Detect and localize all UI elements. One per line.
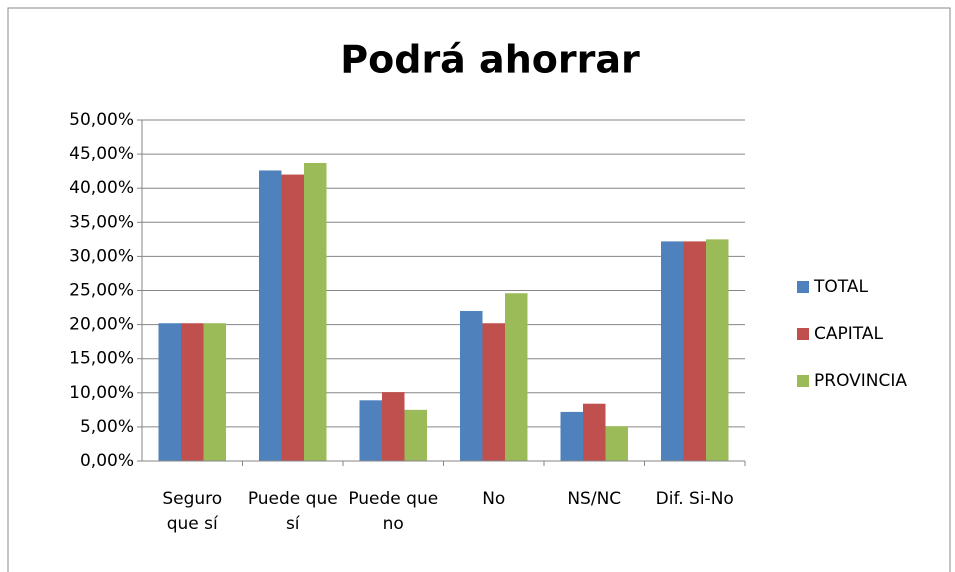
y-tick-label: 20,00% bbox=[69, 315, 134, 335]
bar bbox=[181, 323, 204, 461]
y-tick-label: 5,00% bbox=[80, 417, 134, 437]
y-tick-label: 15,00% bbox=[69, 349, 134, 369]
bar bbox=[304, 162, 327, 461]
x-tick-label: Puede que sí bbox=[247, 489, 338, 534]
bar bbox=[583, 403, 606, 461]
legend-swatch bbox=[797, 375, 809, 387]
bar bbox=[281, 174, 304, 461]
y-tick-label: 45,00% bbox=[69, 144, 134, 164]
bar bbox=[382, 392, 405, 461]
legend-swatch bbox=[797, 328, 809, 340]
bar bbox=[359, 400, 382, 461]
bar bbox=[259, 170, 282, 461]
bar bbox=[560, 411, 583, 461]
bar bbox=[505, 293, 528, 461]
bar bbox=[706, 239, 729, 461]
bar bbox=[482, 323, 505, 461]
y-tick-label: 30,00% bbox=[69, 246, 134, 266]
y-tick-label: 0,00% bbox=[80, 451, 134, 471]
legend-label: CAPITAL bbox=[814, 324, 883, 344]
y-tick-label: 25,00% bbox=[69, 281, 134, 301]
y-tick-label: 10,00% bbox=[69, 383, 134, 403]
bar bbox=[158, 323, 181, 461]
y-tick-label: 50,00% bbox=[69, 110, 134, 130]
x-tick-label: No bbox=[482, 489, 506, 509]
bar bbox=[605, 426, 628, 461]
bar bbox=[203, 323, 226, 461]
legend-label: TOTAL bbox=[813, 277, 868, 297]
bar bbox=[683, 241, 706, 461]
bar bbox=[661, 241, 684, 461]
y-tick-label: 35,00% bbox=[69, 212, 134, 232]
x-tick-label: Dif. Si-No bbox=[655, 489, 734, 509]
x-tick-label: Seguro que sí bbox=[162, 489, 223, 534]
bar bbox=[404, 409, 427, 461]
y-tick-label: 40,00% bbox=[69, 178, 134, 198]
x-tick-label: NS/NC bbox=[567, 489, 622, 509]
bar bbox=[460, 310, 483, 461]
legend-swatch bbox=[797, 281, 809, 293]
chart-title: Podrá ahorrar bbox=[340, 38, 640, 82]
legend-label: PROVINCIA bbox=[814, 371, 907, 391]
x-tick-label: Puede que no bbox=[348, 489, 439, 534]
chart-frame bbox=[7, 7, 951, 572]
